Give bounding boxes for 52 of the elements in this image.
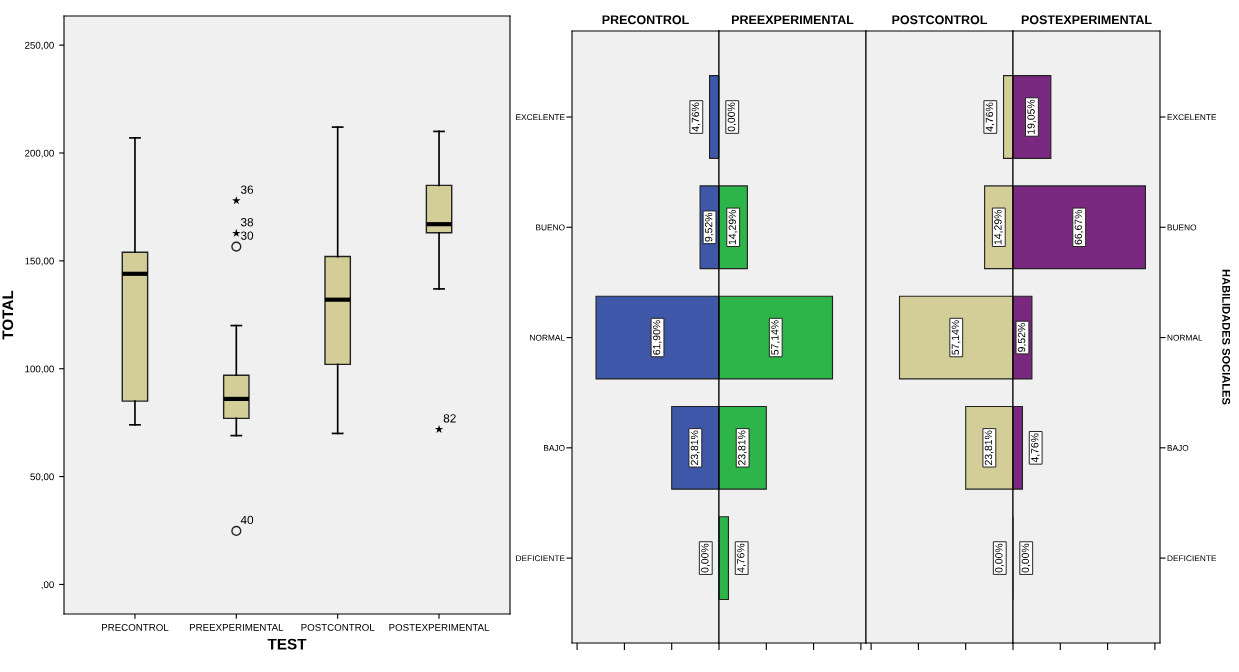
y-tick-label: BAJO: [543, 445, 565, 451]
data-label: 23,81%: [984, 430, 994, 465]
x-tick-label: POSTCONTROL: [301, 623, 375, 631]
y-tick-label: EXCELENTE: [516, 114, 565, 121]
data-label: 14,29%: [728, 209, 738, 245]
data-label: 57,14%: [951, 320, 961, 355]
y-tick-label: 100,00: [25, 365, 54, 374]
data-label: 57,14%: [771, 320, 780, 355]
x-tick-label: POSTEXPERIMENTAL: [389, 623, 490, 631]
y-tick-label: 250,00: [25, 41, 54, 50]
data-label: 66,67%: [1074, 209, 1084, 245]
y-tick-label: DEFICIENTE: [1167, 555, 1217, 562]
y-tick-label: NORMAL: [530, 334, 565, 341]
y-tick-label: DEFICIENTE: [516, 555, 565, 562]
y-axis-title: TOTAL: [2, 290, 14, 340]
data-label: 9,52%: [1017, 323, 1027, 352]
data-label: 4,76%: [985, 102, 995, 132]
data-label: 23,81%: [738, 430, 747, 465]
y-tick-label: BUENO: [536, 224, 565, 231]
y-tick-label: 200,00: [25, 149, 54, 158]
y-tick-label: ,00: [41, 581, 54, 590]
annotation: 82: [443, 414, 456, 423]
data-label: 4,76%: [1031, 433, 1040, 463]
data-label: 0,00%: [995, 543, 1004, 573]
y-tick-label: NORMAL: [1167, 334, 1203, 341]
data-label: 23,81%: [690, 430, 700, 465]
chart-title: POSTEXPERIMENTAL: [1021, 15, 1152, 25]
data-label: 4,76%: [737, 543, 746, 573]
data-label: 19,05%: [1027, 99, 1036, 134]
data-label: 61,90%: [652, 320, 662, 355]
annotation: 30: [240, 231, 254, 240]
x-tick-label: PRECONTROL: [101, 623, 169, 631]
x-axis-title: TEST: [267, 638, 307, 650]
y2-axis-title: HABILIDADES SOCIALES: [1222, 269, 1231, 405]
data-label: 9,52%: [704, 212, 714, 242]
y-tick-label: BAJO: [1167, 445, 1189, 451]
data-label: 0,00%: [727, 102, 737, 132]
chart-title: PREEXPERIMENTAL: [731, 15, 854, 25]
annotation: 36: [240, 185, 254, 194]
y-tick-label: BUENO: [1167, 224, 1197, 231]
y-tick-label: 50,00: [30, 473, 54, 482]
data-label: 4,76%: [691, 102, 701, 132]
chart-title: POSTCONTROL: [892, 15, 988, 25]
y-tick-label: 150,00: [25, 257, 54, 266]
chart-title: PRECONTROL: [602, 15, 689, 25]
data-label: 14,29%: [994, 209, 1003, 245]
y-tick-label: EXCELENTE: [1167, 114, 1217, 121]
annotation: 38: [240, 218, 254, 227]
data-label: 0,00%: [1021, 543, 1031, 573]
data-label: 0,00%: [701, 543, 710, 573]
x-tick-label: PREEXPERIMENTAL: [189, 624, 284, 631]
annotation: 40: [240, 515, 254, 525]
